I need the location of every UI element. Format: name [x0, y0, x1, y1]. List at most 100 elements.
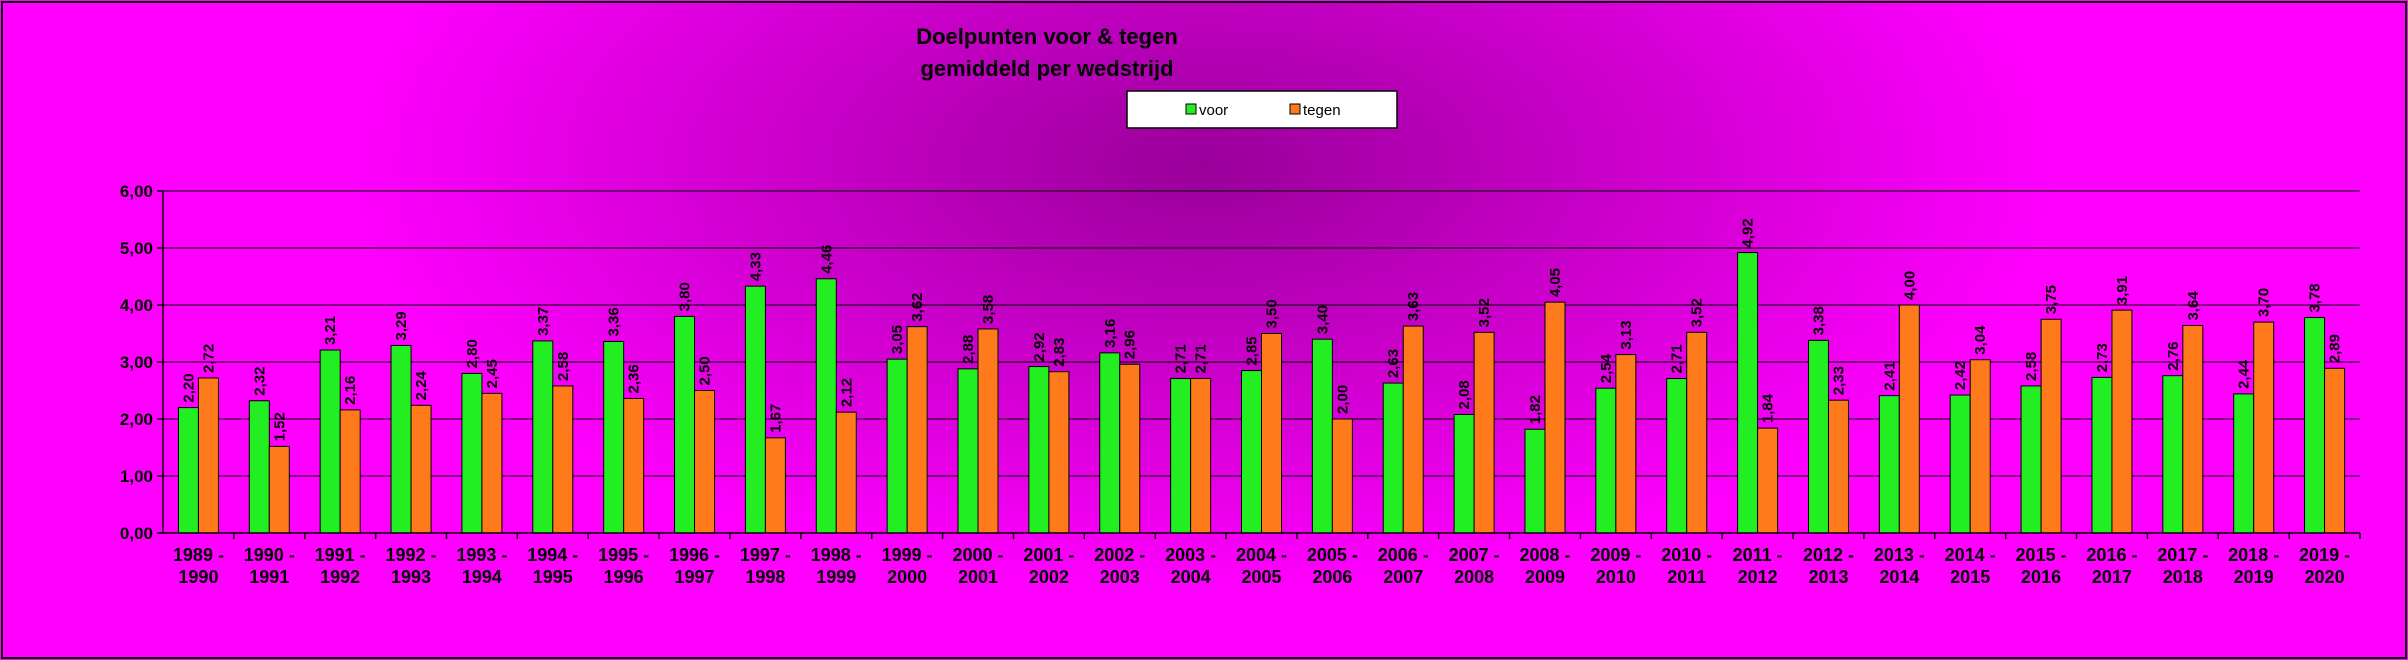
bar-voor — [674, 315, 696, 534]
x-category-label: 2008 - — [1519, 545, 1570, 565]
x-category-label: 2012 — [1738, 567, 1778, 587]
bar-voor — [815, 278, 837, 534]
x-category-label: 2001 - — [1023, 545, 1074, 565]
x-category-label: 2002 - — [1094, 545, 1145, 565]
x-category-label: 2003 — [1100, 567, 1140, 587]
data-label-tegen: 3,64 — [2185, 291, 2202, 321]
y-tick-label: 6,00 — [120, 182, 153, 201]
bar-voor — [1949, 394, 1971, 534]
bar-voor — [2233, 393, 2255, 534]
data-label-voor: 3,36 — [606, 307, 623, 336]
bar-tegen — [1048, 371, 1070, 534]
x-category-label: 1994 - — [527, 545, 578, 565]
bar-tegen — [410, 404, 432, 534]
data-label-tegen: 3,04 — [1972, 325, 1989, 355]
data-label-voor: 2,71 — [1173, 344, 1190, 373]
x-category-label: 2017 - — [2157, 545, 2208, 565]
x-category-label: 1991 - — [315, 545, 366, 565]
data-label-tegen: 2,89 — [2327, 334, 2344, 363]
bar-voor — [957, 368, 979, 534]
x-category-label: 1999 - — [882, 545, 933, 565]
x-category-label: 2013 - — [1874, 545, 1925, 565]
data-label-voor: 2,76 — [2165, 341, 2182, 370]
x-category-label: 2011 - — [1733, 545, 1783, 565]
data-label-tegen: 2,83 — [1051, 337, 1068, 366]
data-label-tegen: 2,33 — [1830, 366, 1847, 395]
x-category-label: 2014 - — [1945, 545, 1996, 565]
x-category-label: 2009 — [1525, 567, 1565, 587]
x-category-label: 2005 - — [1307, 545, 1358, 565]
x-category-label: 1999 — [816, 567, 856, 587]
x-category-label: 2005 — [1241, 567, 1281, 587]
bar-tegen — [835, 411, 857, 534]
data-label-tegen: 4,00 — [1901, 271, 1918, 300]
chart-title-line-1: Doelpunten voor & tegen — [916, 24, 1178, 49]
x-category-label: 2004 — [1171, 567, 1211, 587]
x-category-label: 2007 — [1383, 567, 1423, 587]
bar-voor — [1878, 395, 1900, 534]
legend: voor tegen — [1126, 90, 1398, 129]
bar-voor — [1170, 378, 1192, 534]
bar-voor — [319, 349, 341, 534]
x-category-label: 2010 - — [1661, 545, 1712, 565]
data-label-voor: 2,32 — [251, 367, 268, 396]
data-label-tegen: 3,70 — [2256, 288, 2273, 317]
data-label-voor: 2,54 — [1598, 353, 1615, 383]
x-category-label: 2000 — [887, 567, 927, 587]
x-category-label: 2009 - — [1590, 545, 1641, 565]
data-label-voor: 2,58 — [2023, 352, 2040, 381]
y-axis-ticks: 0,00 1,00 2,00 3,00 4,00 5,00 6,00 — [120, 182, 163, 543]
data-label-tegen: 1,67 — [767, 404, 784, 433]
x-category-label: 2018 - — [2228, 545, 2279, 565]
y-tick-label: 0,00 — [120, 524, 153, 543]
y-tick-label: 3,00 — [120, 353, 153, 372]
bar-tegen — [2111, 309, 2133, 534]
data-label-voor: 4,46 — [818, 245, 835, 274]
data-label-voor: 3,38 — [1810, 306, 1827, 335]
x-category-label: 1998 — [745, 567, 785, 587]
x-category-label: 1996 - — [669, 545, 720, 565]
x-category-label: 2019 — [2234, 567, 2274, 587]
bar-tegen — [1402, 325, 1424, 534]
bar-voor — [1099, 352, 1121, 534]
bar-voor — [390, 344, 412, 534]
data-label-voor: 2,44 — [2236, 359, 2253, 389]
data-label-tegen: 3,13 — [1618, 320, 1635, 349]
bar-tegen — [1757, 427, 1779, 534]
x-category-label: 1993 — [391, 567, 431, 587]
legend-swatch-voor — [1185, 103, 1197, 115]
bar-voor — [2162, 375, 2184, 534]
data-label-tegen: 2,00 — [1334, 385, 1351, 414]
bar-tegen — [1331, 418, 1353, 534]
x-category-label: 1994 — [462, 567, 502, 587]
x-category-label: 2010 — [1596, 567, 1636, 587]
bar-voor — [248, 400, 270, 534]
x-category-label: 1996 — [604, 567, 644, 587]
bar-tegen — [1686, 331, 1708, 534]
x-category-label: 1990 - — [244, 545, 295, 565]
bar-tegen — [1898, 304, 1920, 534]
data-label-voor: 3,21 — [322, 316, 339, 345]
x-category-label: 1993 - — [456, 545, 507, 565]
x-category-label: 1992 - — [386, 545, 437, 565]
bar-tegen — [1827, 399, 1849, 534]
data-label-tegen: 3,58 — [980, 295, 997, 324]
legend-swatch-tegen — [1289, 103, 1301, 115]
bar-tegen — [481, 392, 503, 534]
bar-tegen — [2253, 321, 2275, 534]
chart-title-line-2: gemiddeld per wedstrijd — [920, 56, 1173, 81]
bar-voor — [1382, 382, 1404, 534]
bar-tegen — [2182, 325, 2204, 534]
data-label-voor: 2,80 — [464, 339, 481, 368]
bar-voor — [1453, 413, 1475, 534]
bars — [177, 252, 2346, 534]
bar-tegen — [2040, 318, 2062, 534]
data-label-voor: 3,37 — [535, 307, 552, 336]
y-tick-label: 2,00 — [120, 410, 153, 429]
bar-voor — [603, 340, 625, 534]
data-label-voor: 2,92 — [1031, 332, 1048, 361]
bar-tegen — [1190, 378, 1212, 534]
bar-voor — [886, 358, 908, 534]
data-label-voor: 2,41 — [1881, 361, 1898, 390]
